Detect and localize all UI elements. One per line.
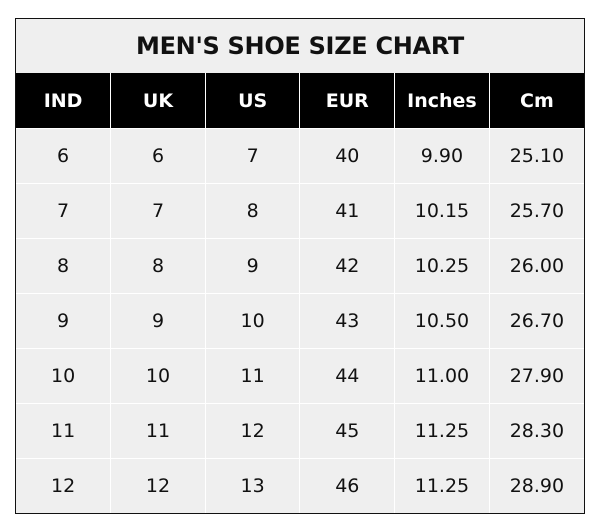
cell-cm: 25.70: [488, 183, 584, 239]
cell-us: 11: [204, 348, 301, 404]
column-header-us: US: [204, 73, 301, 129]
header-row: IND UK US EUR Inches Cm: [16, 73, 584, 129]
cell-us: 10: [204, 293, 301, 349]
cell-ind: 6: [16, 128, 112, 184]
cell-uk: 10: [110, 348, 206, 404]
cell-eur: 46: [299, 458, 396, 513]
cell-cm: 28.30: [488, 403, 584, 459]
cell-ind: 11: [16, 403, 112, 459]
cell-cm: 25.10: [488, 128, 584, 184]
table-row: 11 11 12 45 11.25 28.30: [16, 403, 584, 459]
cell-us: 7: [204, 128, 301, 184]
table-row: 7 7 8 41 10.15 25.70: [16, 183, 584, 239]
chart-title: MEN'S SHOE SIZE CHART: [136, 32, 464, 60]
column-header-cm: Cm: [488, 73, 584, 129]
cell-eur: 43: [299, 293, 396, 349]
size-table: IND UK US EUR Inches Cm 6 6 7 40 9.90 25.10 7 7 8 41 10…: [16, 73, 584, 513]
cell-cm: 28.90: [488, 458, 584, 513]
cell-inches: 11.25: [394, 458, 490, 513]
size-chart: MEN'S SHOE SIZE CHART IND UK US EUR Inches Cm…: [15, 18, 585, 514]
column-header-inches: Inches: [394, 73, 490, 129]
column-header-eur: EUR: [299, 73, 396, 129]
cell-inches: 9.90: [394, 128, 490, 184]
cell-us: 9: [204, 238, 301, 294]
cell-cm: 26.70: [488, 293, 584, 349]
table-row: 6 6 7 40 9.90 25.10: [16, 128, 584, 184]
cell-ind: 8: [16, 238, 112, 294]
cell-uk: 9: [110, 293, 206, 349]
table-row: 9 9 10 43 10.50 26.70: [16, 293, 584, 349]
cell-eur: 40: [299, 128, 396, 184]
cell-inches: 11.25: [394, 403, 490, 459]
cell-ind: 7: [16, 183, 112, 239]
table-row: 8 8 9 42 10.25 26.00: [16, 238, 584, 294]
cell-us: 12: [204, 403, 301, 459]
cell-ind: 10: [16, 348, 112, 404]
cell-inches: 10.50: [394, 293, 490, 349]
cell-us: 8: [204, 183, 301, 239]
cell-uk: 7: [110, 183, 206, 239]
cell-us: 13: [204, 458, 301, 513]
cell-inches: 10.25: [394, 238, 490, 294]
column-header-ind: IND: [16, 73, 112, 129]
cell-inches: 11.00: [394, 348, 490, 404]
cell-uk: 12: [110, 458, 206, 513]
cell-eur: 41: [299, 183, 396, 239]
cell-uk: 8: [110, 238, 206, 294]
cell-eur: 42: [299, 238, 396, 294]
cell-eur: 44: [299, 348, 396, 404]
cell-cm: 26.00: [488, 238, 584, 294]
table-row: 10 10 11 44 11.00 27.90: [16, 348, 584, 404]
column-header-uk: UK: [110, 73, 206, 129]
cell-ind: 12: [16, 458, 112, 513]
cell-inches: 10.15: [394, 183, 490, 239]
cell-uk: 6: [110, 128, 206, 184]
cell-eur: 45: [299, 403, 396, 459]
cell-cm: 27.90: [488, 348, 584, 404]
cell-uk: 11: [110, 403, 206, 459]
cell-ind: 9: [16, 293, 112, 349]
table-row: 12 12 13 46 11.25 28.90: [16, 458, 584, 513]
